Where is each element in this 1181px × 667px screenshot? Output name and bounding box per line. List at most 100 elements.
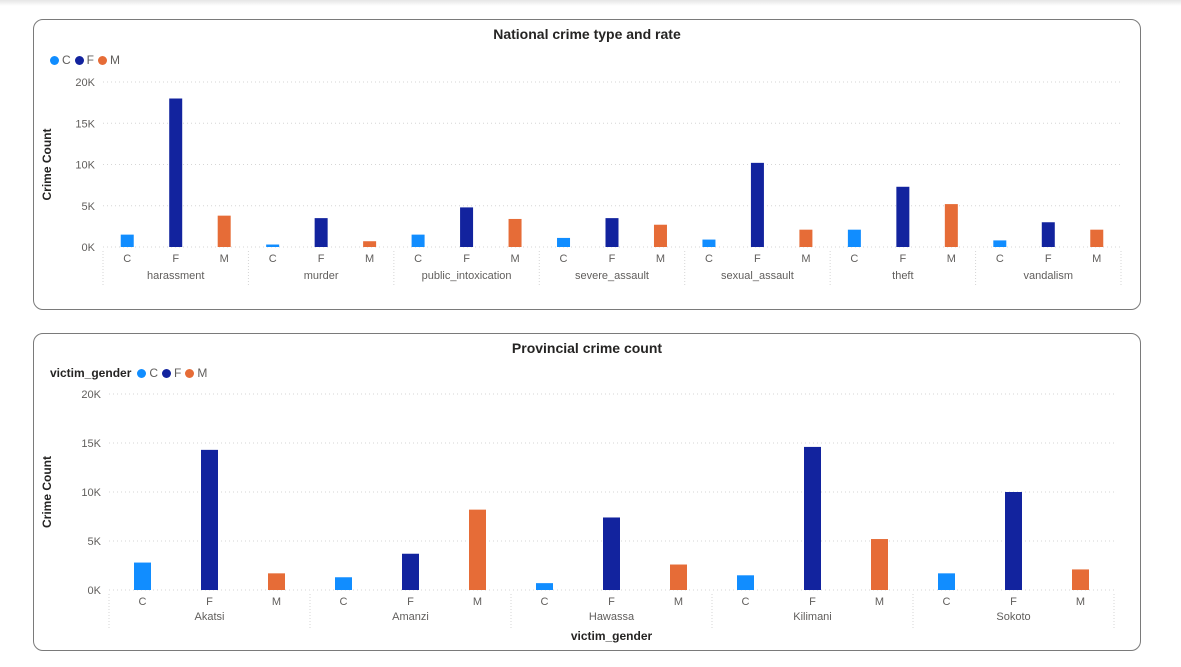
x-subcategory-label: M xyxy=(674,596,683,608)
y-tick-label: 10K xyxy=(75,160,95,172)
bar-sexual-assault-c xyxy=(702,239,716,247)
legend-label-f: F xyxy=(86,53,95,67)
legend-title: victim_gender xyxy=(50,366,132,380)
x-subcategory-label: F xyxy=(899,253,906,265)
x-group-label: vandalism xyxy=(1024,270,1074,282)
legend-dot-f xyxy=(162,368,172,378)
x-subcategory-label: F xyxy=(609,253,616,265)
legend-label-c: C xyxy=(149,366,159,380)
top-shadow-line xyxy=(0,0,1181,6)
y-axis-title: Crime Count xyxy=(40,456,54,528)
x-subcategory-label: M xyxy=(272,596,281,608)
y-axis-title: Crime Count xyxy=(40,128,54,200)
x-subcategory-label: C xyxy=(123,253,131,265)
x-subcategory-label: F xyxy=(318,253,325,265)
bar-hawassa-c xyxy=(536,583,553,590)
legend-label-c: C xyxy=(62,53,71,67)
x-subcategory-label: M xyxy=(1076,596,1085,608)
bar-hawassa-m xyxy=(670,564,687,590)
x-group-label: Kilimani xyxy=(793,611,832,623)
y-tick-label: 15K xyxy=(75,118,95,130)
x-subcategory-label: C xyxy=(414,253,422,265)
x-subcategory-label: M xyxy=(1092,253,1101,265)
x-subcategory-label: C xyxy=(139,596,147,608)
bar-theft-c xyxy=(847,229,861,247)
bar-amanzi-f xyxy=(402,553,419,590)
x-group-label: theft xyxy=(892,270,913,282)
legend-label-m: M xyxy=(110,53,121,67)
x-subcategory-label: F xyxy=(206,596,213,608)
bar-harassment-c xyxy=(120,234,134,247)
x-subcategory-label: M xyxy=(220,253,229,265)
legend-item-c[interactable]: C xyxy=(137,366,158,380)
x-subcategory-label: M xyxy=(365,253,374,265)
bar-sokoto-f xyxy=(1005,492,1022,590)
bar-akatsi-m xyxy=(268,573,285,590)
bar-akatsi-c xyxy=(134,562,151,590)
x-group-label: sexual_assault xyxy=(721,270,794,282)
x-subcategory-label: C xyxy=(541,596,549,608)
x-group-label: Amanzi xyxy=(392,611,429,623)
bar-murder-m xyxy=(363,241,377,247)
legend-dot-m xyxy=(185,368,195,378)
provincial-crime-chart: 0K 5K 10K 15K 20K Crime Count C F M Akatsi C F M Aman… xyxy=(40,389,1115,643)
y-tick-label: 5K xyxy=(88,536,102,548)
x-subcategory-label: F xyxy=(1045,253,1052,265)
x-axis-title: victim_gender xyxy=(571,629,653,643)
legend-dot-m xyxy=(98,55,108,65)
bar-harassment-m xyxy=(217,215,231,247)
x-group-label: Sokoto xyxy=(996,611,1030,623)
x-subcategory-label: C xyxy=(705,253,713,265)
y-tick-label: 20K xyxy=(81,389,101,401)
legend-item-m[interactable]: M xyxy=(185,366,207,380)
bar-harassment-f xyxy=(169,98,183,247)
y-tick-label: 5K xyxy=(82,201,96,213)
x-subcategory-label: F xyxy=(463,253,470,265)
y-tick-label: 10K xyxy=(81,487,101,499)
chart-title: Provincial crime count xyxy=(511,340,663,356)
x-group-label: public_intoxication xyxy=(422,270,512,282)
chart-legend: victim_gender C F M xyxy=(50,366,211,380)
x-subcategory-label: M xyxy=(473,596,482,608)
x-subcategory-label: C xyxy=(943,596,951,608)
legend-dot-c xyxy=(137,368,147,378)
bar-vandalism-f xyxy=(1041,222,1055,247)
x-subcategory-label: F xyxy=(754,253,761,265)
x-group-label: murder xyxy=(304,270,339,282)
bar-hawassa-f xyxy=(603,517,620,590)
bar-theft-f xyxy=(896,186,910,247)
x-group-label: harassment xyxy=(147,270,204,282)
y-tick-label: 0K xyxy=(88,585,102,597)
bar-sokoto-c xyxy=(938,573,955,590)
bar-amanzi-c xyxy=(335,577,352,590)
legend-item-m[interactable]: M xyxy=(98,53,120,67)
x-subcategory-label: C xyxy=(560,253,568,265)
bar-severe-assault-f xyxy=(605,218,619,247)
bar-vandalism-m xyxy=(1090,229,1104,247)
legend-item-f[interactable]: F xyxy=(74,53,95,67)
bar-public-intoxication-f xyxy=(460,207,474,247)
bar-public-intoxication-c xyxy=(411,234,425,247)
x-subcategory-label: M xyxy=(656,253,665,265)
bar-kilimani-c xyxy=(737,575,754,590)
legend-item-f[interactable]: F xyxy=(162,366,181,380)
x-subcategory-label: F xyxy=(1010,596,1017,608)
bar-sokoto-m xyxy=(1072,569,1089,590)
legend-label-m: M xyxy=(197,366,208,380)
x-subcategory-label: M xyxy=(510,253,519,265)
bar-murder-c xyxy=(266,244,280,247)
legend-label-f: F xyxy=(174,366,182,380)
bar-theft-m xyxy=(944,204,958,247)
x-subcategory-label: C xyxy=(850,253,858,265)
legend-item-c[interactable]: C xyxy=(50,53,71,67)
x-subcategory-label: M xyxy=(875,596,884,608)
x-subcategory-label: C xyxy=(269,253,277,265)
bar-vandalism-c xyxy=(993,240,1007,247)
national-crime-visual[interactable]: National crime type and rate C F M 0K 5K 1… xyxy=(33,19,1141,310)
x-subcategory-label: M xyxy=(947,253,956,265)
x-subcategory-label: C xyxy=(340,596,348,608)
provincial-crime-visual[interactable]: Provincial crime count victim_gender C F… xyxy=(33,333,1141,651)
bar-kilimani-f xyxy=(804,446,821,590)
bar-amanzi-m xyxy=(469,509,486,590)
